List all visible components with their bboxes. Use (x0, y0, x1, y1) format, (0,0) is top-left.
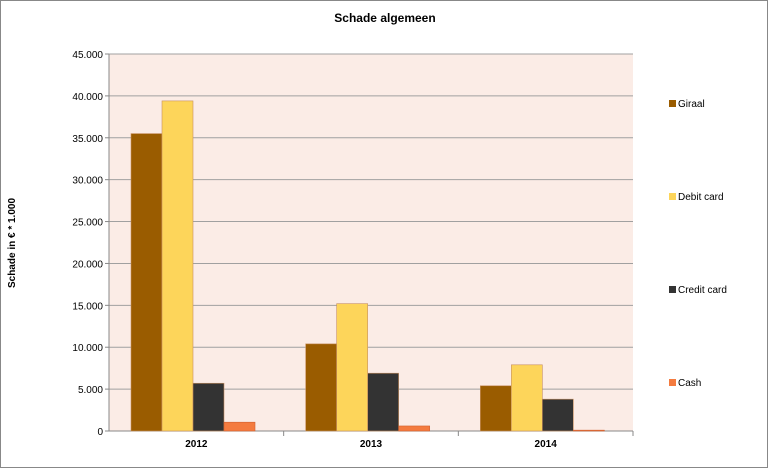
plot-area (109, 54, 633, 431)
y-tick-label: 35.000 (72, 134, 103, 145)
y-tick-label: 25.000 (72, 218, 103, 229)
y-axis-label: Schade in € * 1.000 (7, 198, 18, 288)
bar-cash (398, 425, 430, 432)
bar-debit-card (336, 303, 368, 432)
legend-swatch (669, 193, 676, 200)
bar-giraal (130, 133, 163, 432)
x-tick-label: 2014 (535, 439, 558, 450)
y-tick-label: 0 (97, 427, 103, 438)
bar-cash (223, 421, 256, 432)
y-tick-label: 40.000 (72, 92, 103, 103)
bar-giraal (305, 343, 337, 432)
bar-credit-card (542, 398, 574, 432)
y-tick-label: 10.000 (72, 343, 103, 354)
x-tick-label: 2012 (185, 439, 208, 450)
chart-title: Schade algemeen (334, 11, 435, 25)
legend-swatch (669, 100, 676, 107)
y-tick-label: 15.000 (72, 301, 103, 312)
y-tick-label: 5.000 (78, 385, 103, 396)
legend-label: Cash (678, 378, 701, 389)
bar-debit-card (511, 364, 543, 432)
legend-label: Giraal (678, 99, 705, 110)
y-tick-label: 30.000 (72, 176, 103, 187)
bar-debit-card (161, 100, 194, 432)
bar-credit-card (367, 372, 399, 432)
y-tick-label: 20.000 (72, 259, 103, 270)
x-tick-label: 2013 (360, 439, 383, 450)
bar-cash (573, 429, 605, 432)
legend-label: Credit card (678, 285, 727, 296)
bar-giraal (480, 385, 512, 432)
y-tick-label: 45.000 (72, 50, 103, 61)
legend-swatch (669, 379, 676, 386)
bar-credit-card (192, 382, 225, 432)
legend-swatch (669, 286, 676, 293)
legend-label: Debit card (678, 192, 724, 203)
